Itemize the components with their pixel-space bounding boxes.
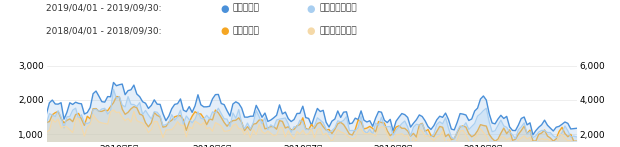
Text: ページビュー数: ページビュー数: [319, 26, 357, 35]
Text: 2019/04/01 - 2019/09/30:: 2019/04/01 - 2019/09/30:: [46, 4, 162, 13]
Text: セッション: セッション: [232, 26, 259, 35]
Text: ●: ●: [220, 4, 229, 14]
Text: セッション: セッション: [232, 4, 259, 13]
Text: 2018/04/01 - 2018/09/30:: 2018/04/01 - 2018/09/30:: [46, 26, 162, 35]
Text: ●: ●: [307, 26, 316, 36]
Text: ページビュー数: ページビュー数: [319, 4, 357, 13]
Text: ●: ●: [307, 4, 316, 14]
Text: ●: ●: [220, 26, 229, 36]
